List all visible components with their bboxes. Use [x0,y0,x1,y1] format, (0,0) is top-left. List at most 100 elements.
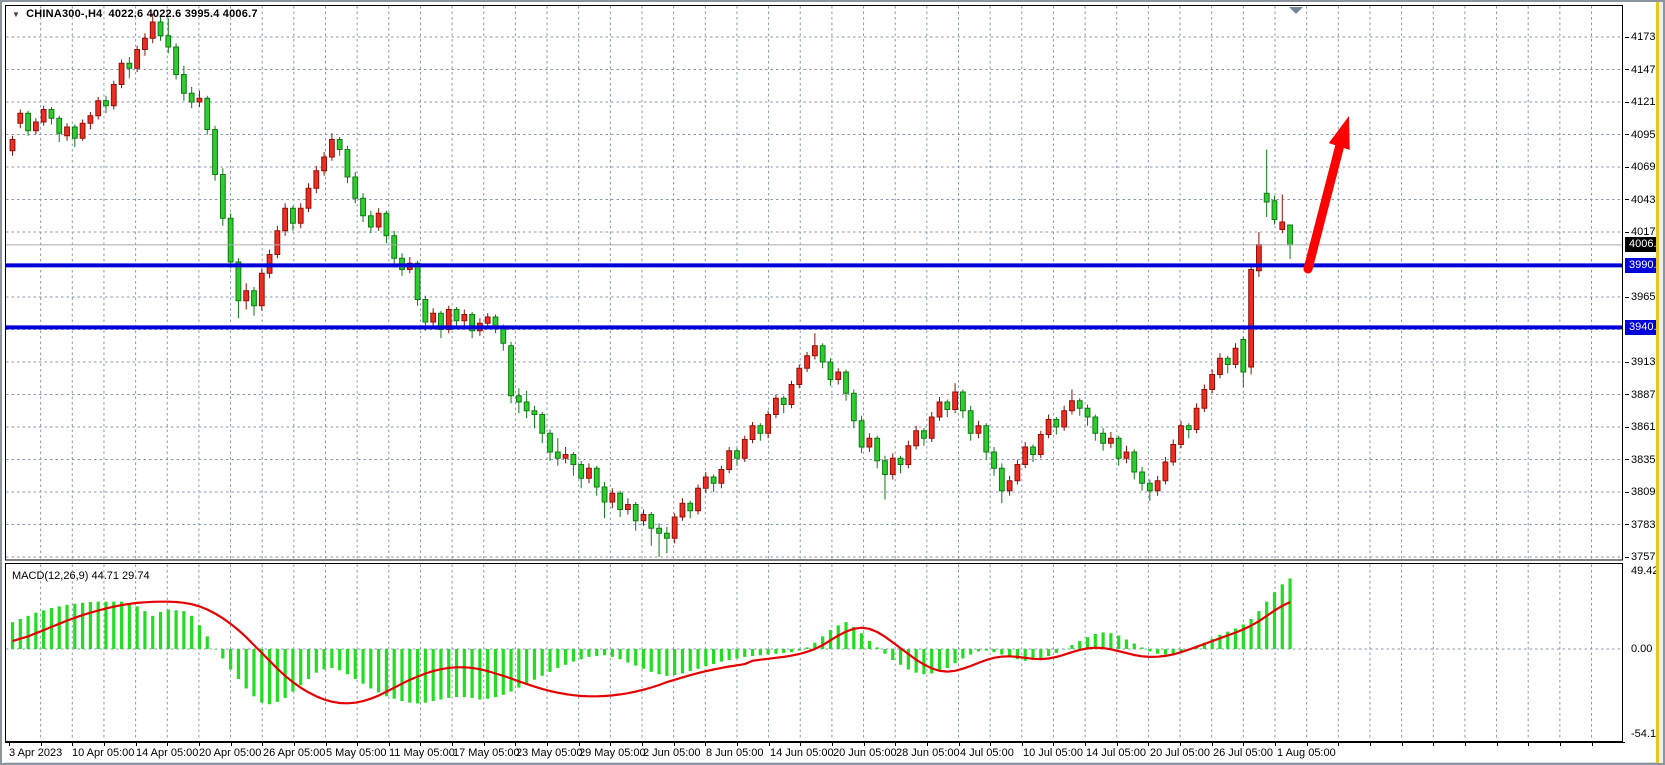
candle-body [1139,471,1145,484]
date-tick [1464,743,1466,746]
candle-body [866,437,873,448]
macd-histogram-bar [252,649,256,697]
current-price-tag: 4006.7 [1625,237,1663,253]
candle-body [1209,374,1216,390]
date-label: 14 Jul 05:00 [1086,747,1146,759]
candle-body [1022,446,1029,465]
candle-body [1185,425,1192,430]
macd-histogram-bar [104,601,108,649]
date-axis[interactable]: 3 Apr 2023 10 Apr 05:00 14 Apr 05:00 20 Apr… [5,742,1625,762]
candle-body [328,139,335,158]
macd-histogram-bar [789,649,794,653]
candle-body [180,74,187,94]
date-tick [420,743,422,746]
macd-histogram-bar [361,649,365,684]
macd-histogram-bar [883,649,887,654]
macd-histogram-bar [1202,642,1206,649]
candle-body [48,109,55,119]
candle-body [438,312,444,330]
trend-arrow-head[interactable] [1328,116,1350,150]
macd-histogram-bar [1148,649,1152,652]
candle-body [219,174,226,219]
candle-body [967,410,974,434]
trend-arrow-shaft[interactable] [1303,136,1346,274]
candle-body [905,445,912,465]
candle-body [1123,451,1130,459]
right-edge-accent-line [1656,2,1659,763]
candle-body [1053,419,1060,428]
price-axis[interactable]: 4173.0 4147.0 4121.0 4095.0 4069.0 4043.0 4017… [1625,5,1663,742]
macd-histogram-bar [961,649,965,659]
macd-histogram-bar [1085,637,1090,649]
date-tick [673,743,675,746]
macd-histogram-bar [696,649,700,669]
macd-histogram-bar [1015,649,1020,660]
date-tick [895,743,897,746]
date-tick [483,743,485,746]
macd-histogram-bar [774,649,778,654]
macd-histogram-bar [782,649,786,653]
candle-body [1217,357,1223,375]
price-tick [1625,166,1629,168]
macd-histogram-bar [805,647,809,649]
window-right-gutter [1659,2,1663,763]
macd-histogram-bar [1046,649,1051,657]
candle-body [1170,444,1177,463]
date-tick [9,743,10,746]
candle-body [1084,407,1091,418]
date-tick [1053,743,1055,746]
candle-body [1201,389,1208,409]
macd-histogram-bar [610,649,614,657]
macd-histogram-bar [151,615,155,649]
date-tick [325,743,327,746]
candle-body [1107,437,1114,444]
macd-histogram-bar [898,649,903,665]
macd-panel-border [5,563,1623,742]
candle-body [726,450,733,470]
macd-histogram-bar [221,649,225,659]
candle-body [336,139,343,150]
candle-body [1178,425,1184,445]
candle-body [149,21,156,39]
macd-histogram-bar [626,649,630,663]
macd-histogram-bar [532,649,537,680]
chart-shift-marker-icon[interactable] [1289,7,1303,14]
macd-histogram-bar [392,649,396,699]
candle-body [749,425,756,440]
date-tick [547,743,549,746]
date-tick [1433,743,1435,746]
macd-signal-line [12,600,1291,705]
price-tick-label: 4147.0 [1631,63,1665,76]
candle-body [1287,224,1293,246]
macd-histogram-bar [673,649,677,676]
candle-body [87,115,94,124]
macd-histogram-bar [735,649,739,659]
candle-body [352,176,359,199]
macd-histogram-bar [930,649,934,674]
macd-histogram-bar [143,611,147,649]
candle-body [79,122,86,139]
date-label: 14 Jun 05:00 [770,747,834,759]
macd-histogram-bar [860,633,864,649]
chart-plot-area[interactable]: MACD(12,26,9) 44.71 29.74 [5,5,1625,742]
candle-body [1037,434,1044,455]
macd-histogram-bar [813,642,817,649]
date-tick [1148,743,1150,746]
macd-histogram-bar [867,641,871,649]
macd-histogram-bar [1062,649,1066,650]
macd-histogram-bar [875,647,879,649]
macd-histogram-bar [540,649,544,676]
macd-histogram-bar [283,649,287,698]
macd-histogram-bar [665,649,669,676]
candle-body [531,410,538,415]
candle-body [142,37,148,50]
macd-histogram-bar [922,649,926,675]
macd-histogram-bar [127,604,131,649]
macd-histogram-bar [634,649,638,666]
candle-body [157,21,164,37]
candle-body [1131,451,1138,473]
price-tick [1625,524,1629,525]
price-tick-label: 3887.0 [1631,388,1665,401]
macd-histogram-bar [797,649,801,651]
price-tick-label: 3835.0 [1631,453,1665,466]
